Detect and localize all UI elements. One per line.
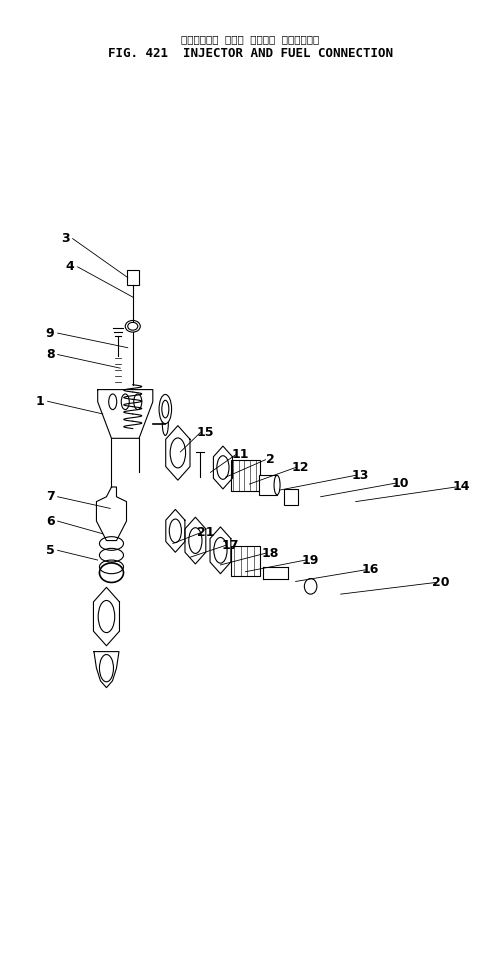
Text: 13: 13 [352, 468, 369, 482]
Text: 7: 7 [46, 490, 55, 504]
Ellipse shape [159, 394, 171, 424]
Text: 5: 5 [46, 543, 55, 557]
Bar [259, 475, 277, 495]
Text: 18: 18 [262, 546, 279, 560]
Text: 15: 15 [197, 426, 214, 439]
Circle shape [109, 394, 117, 410]
Ellipse shape [125, 320, 140, 332]
Text: 1: 1 [36, 394, 45, 408]
Text: 4: 4 [66, 260, 75, 274]
Text: 9: 9 [46, 326, 55, 340]
Text: 17: 17 [222, 539, 239, 552]
Text: 21: 21 [197, 526, 214, 540]
Ellipse shape [128, 322, 138, 330]
Text: 14: 14 [452, 480, 469, 494]
Circle shape [134, 394, 142, 410]
Text: 12: 12 [292, 461, 309, 474]
Circle shape [121, 394, 129, 410]
Bar [284, 489, 298, 505]
Text: インジェクタ  および  フュエル  コネクション: インジェクタ および フュエル コネクション [181, 34, 320, 44]
Bar [231, 546, 260, 576]
Text: 10: 10 [392, 476, 409, 490]
Text: 6: 6 [46, 514, 55, 528]
Ellipse shape [304, 579, 317, 594]
Text: 20: 20 [432, 576, 449, 589]
Text: 11: 11 [232, 448, 249, 462]
Text: 8: 8 [46, 348, 55, 361]
Bar [127, 270, 139, 285]
Ellipse shape [162, 412, 168, 435]
Text: 3: 3 [61, 232, 70, 245]
Text: FIG. 421  INJECTOR AND FUEL CONNECTION: FIG. 421 INJECTOR AND FUEL CONNECTION [108, 47, 393, 60]
Text: 19: 19 [302, 553, 319, 567]
Text: 16: 16 [362, 563, 379, 577]
Text: 2: 2 [266, 453, 275, 467]
Bar [231, 460, 260, 491]
Ellipse shape [274, 475, 280, 495]
